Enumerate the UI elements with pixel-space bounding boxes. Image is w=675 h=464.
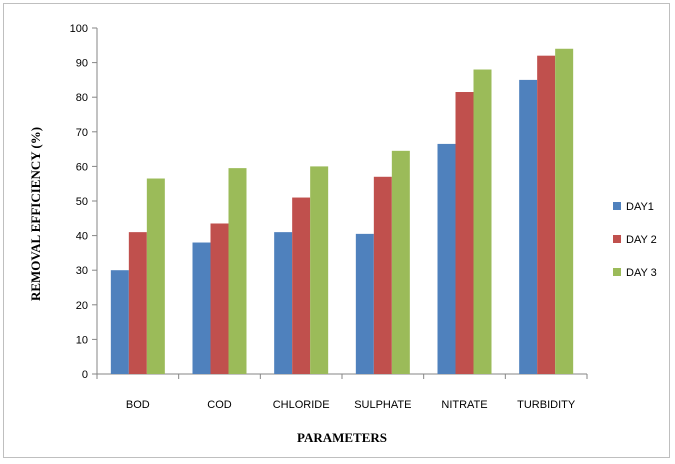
- x-tick-label: NITRATE: [441, 399, 487, 411]
- bar-chloride-day3: [310, 166, 329, 374]
- bar-turbidity-day3: [555, 48, 574, 374]
- x-tick-label: CHLORIDE: [273, 399, 330, 411]
- legend-swatch: [613, 235, 621, 243]
- bar-chloride-day2: [292, 197, 311, 374]
- legend: DAY1 DAY 2 DAY 3: [613, 201, 657, 279]
- y-tick-label: 60: [76, 161, 88, 173]
- bar-sulphate-day2: [373, 176, 392, 374]
- bar-sulphate-day3: [391, 150, 410, 374]
- legend-swatch: [613, 268, 621, 276]
- legend-label: DAY1: [626, 201, 654, 213]
- bar-bod-day2: [128, 232, 147, 374]
- y-tick-label: 0: [82, 369, 88, 381]
- y-axis-title: REMOVAL EFFICIENCY (%): [28, 127, 43, 301]
- bar-cod-day3: [228, 168, 247, 374]
- bar-cod-day1: [192, 242, 211, 374]
- axes: [92, 27, 588, 379]
- bar-chloride-day1: [274, 232, 293, 374]
- bar-bod-day3: [146, 178, 165, 374]
- y-tick-label: 80: [76, 92, 88, 104]
- bar-nitrate-day3: [473, 69, 492, 375]
- x-tick-label: BOD: [126, 399, 150, 411]
- bar-cod-day2: [210, 223, 229, 374]
- legend-swatch: [613, 202, 621, 210]
- x-tick-label: COD: [207, 399, 232, 411]
- bar-sulphate-day1: [355, 233, 374, 374]
- legend-label: DAY 3: [626, 267, 657, 279]
- y-tick-label: 10: [76, 334, 88, 346]
- x-axis-title: PARAMETERS: [297, 430, 387, 445]
- x-tick-label: TURBIDITY: [517, 399, 576, 411]
- y-tick-label: 30: [76, 265, 88, 277]
- bar-turbidity-day1: [519, 79, 538, 375]
- y-tick-label: 100: [70, 23, 88, 35]
- y-tick-label: 40: [76, 231, 88, 243]
- x-tick-label: SULPHATE: [354, 399, 411, 411]
- y-tick-label: 70: [76, 127, 88, 139]
- bar-nitrate-day2: [455, 92, 474, 374]
- y-tick-label: 20: [76, 300, 88, 312]
- tick-labels: 0 10 20 30 40 50 60 70 80 90 100 BOD COD CHLORIDE SULP…: [70, 23, 576, 411]
- bar-turbidity-day2: [537, 55, 556, 375]
- y-tick-label: 90: [76, 58, 88, 70]
- bars: [110, 48, 574, 375]
- y-tick-label: 50: [76, 196, 88, 208]
- bar-nitrate-day1: [437, 143, 456, 374]
- bar-bod-day1: [110, 270, 129, 374]
- legend-label: DAY 2: [626, 234, 657, 246]
